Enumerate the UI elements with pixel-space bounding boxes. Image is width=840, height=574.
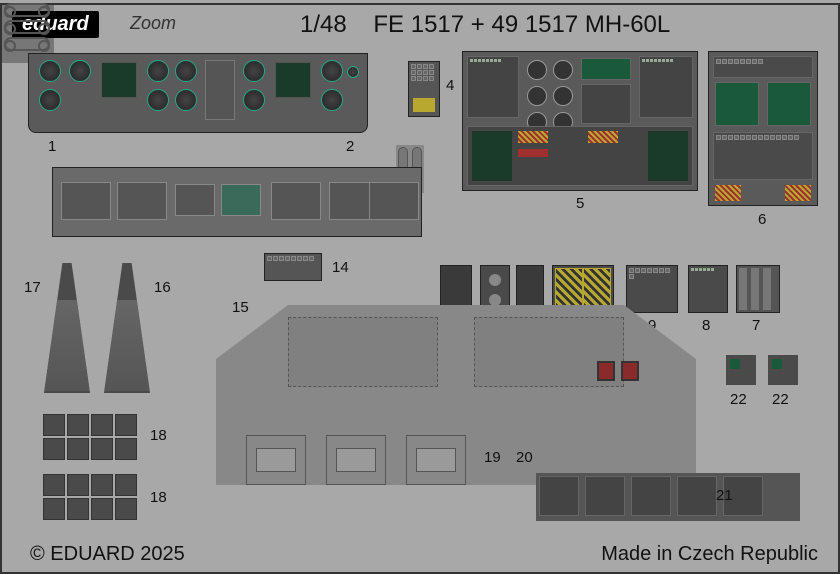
label-18a: 18 (150, 427, 167, 444)
label-6: 6 (758, 211, 766, 228)
part-18-a (42, 413, 142, 463)
label-7: 7 (752, 317, 760, 334)
part-1-instrument-panel (28, 53, 368, 133)
label-18b: 18 (150, 489, 167, 506)
label-16: 16 (154, 279, 171, 296)
zoom-label: Zoom (130, 13, 176, 34)
center-wide-panel (52, 167, 422, 237)
main-body-shell (216, 305, 696, 485)
copyright-text: © EDUARD 2025 (30, 543, 185, 566)
made-in-text: Made in Czech Republic (601, 543, 818, 566)
part-5-overhead-console (462, 51, 698, 191)
label-15: 15 (232, 299, 249, 316)
red-clips (594, 361, 644, 383)
part-18-b (42, 473, 142, 523)
label-1: 1 (48, 138, 56, 155)
part-22-a (726, 355, 756, 385)
part-4-small-panel (408, 61, 440, 117)
label-21: 21 (716, 487, 733, 504)
label-14: 14 (332, 259, 349, 276)
label-8: 8 (702, 317, 710, 334)
part-22-b (768, 355, 798, 385)
label-20: 20 (516, 449, 533, 466)
label-2: 2 (346, 138, 354, 155)
part-8 (688, 265, 728, 313)
part-21-strip (536, 473, 800, 521)
part-6-side-console (708, 51, 818, 206)
product-title: 1/48 FE 1517 + 49 1517 MH-60L (300, 11, 670, 39)
part-7 (736, 265, 780, 313)
part-14 (264, 253, 322, 281)
part-9 (626, 265, 678, 313)
label-19: 19 (484, 449, 501, 466)
label-4: 4 (446, 77, 454, 94)
label-5: 5 (576, 195, 584, 212)
label-17: 17 (24, 279, 41, 296)
label-22a: 22 (730, 391, 747, 408)
label-22b: 22 (772, 391, 789, 408)
